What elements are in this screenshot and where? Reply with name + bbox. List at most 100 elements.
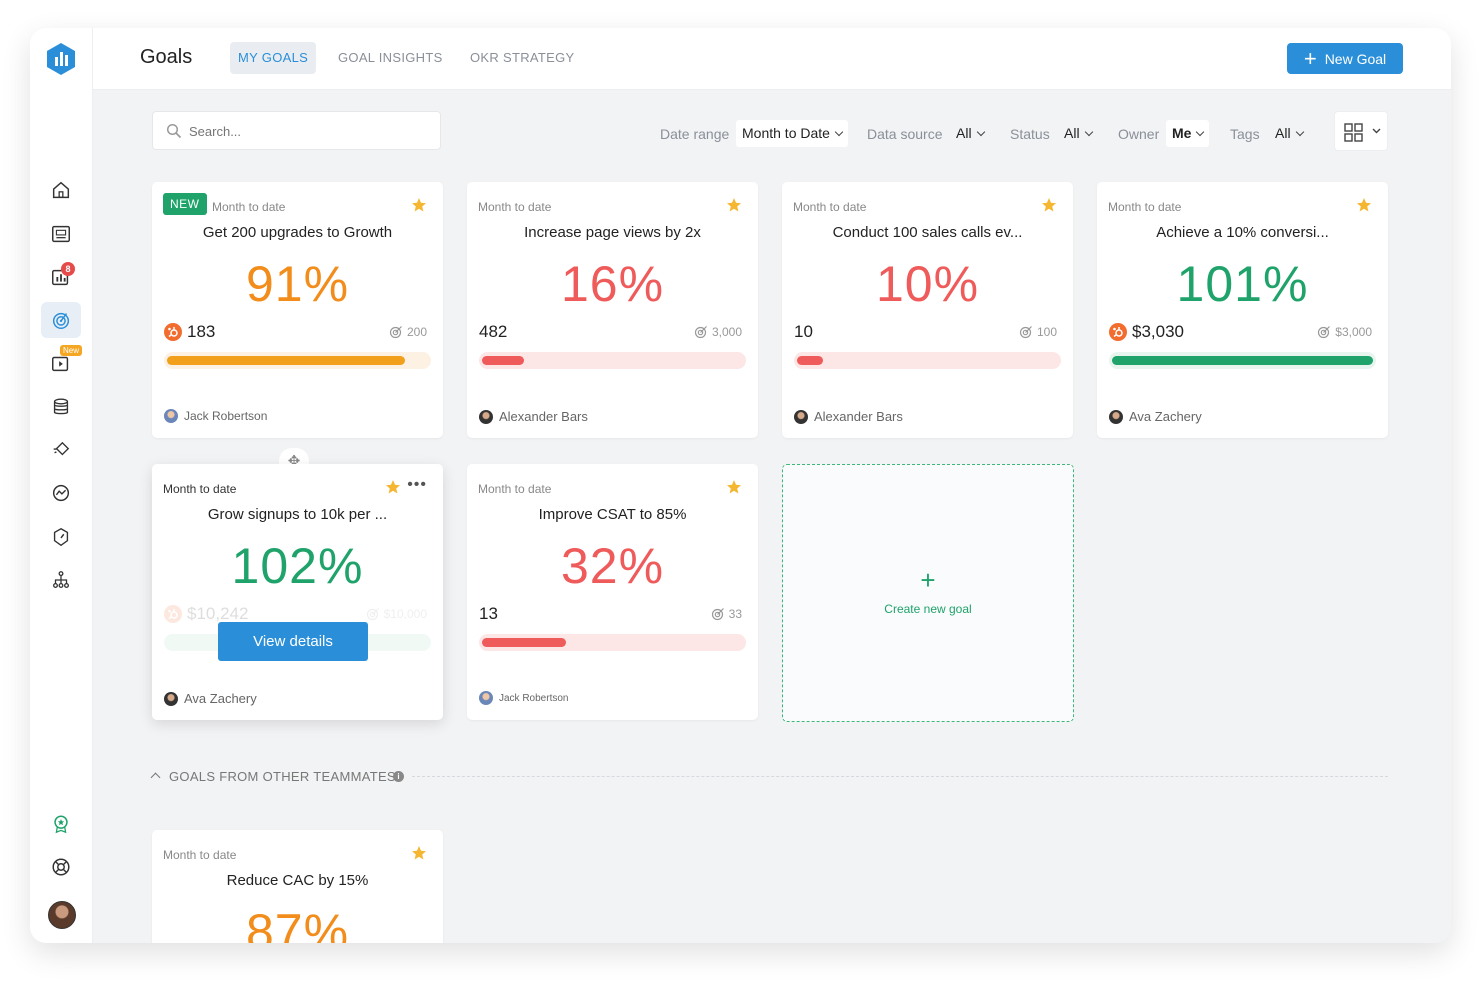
owner-avatar xyxy=(164,409,178,423)
goal-card[interactable]: Month to date Increase page views by 2x … xyxy=(467,182,758,438)
current-value: 482 xyxy=(479,322,508,341)
goal-period: Month to date xyxy=(163,848,237,862)
filter-label-status: Status xyxy=(1010,126,1050,142)
create-new-goal-label: Create new goal xyxy=(884,602,972,616)
current-value: 183 xyxy=(187,322,216,341)
goal-current: 13 xyxy=(479,604,498,624)
goal-percent: 16% xyxy=(560,256,665,312)
progress-fill xyxy=(1112,356,1373,365)
goal-period: Month to date xyxy=(163,482,237,496)
owner-name: Alexander Bars xyxy=(814,409,903,424)
goal-title: Grow signups to 10k per ... xyxy=(207,506,388,523)
dashboards-icon[interactable]: 8 xyxy=(41,259,81,295)
progress-fill xyxy=(482,356,524,365)
goal-card[interactable]: Month to date Achieve a 10% conversi... … xyxy=(1097,182,1388,438)
goal-current: 10 xyxy=(794,322,813,342)
progress-track xyxy=(1109,352,1376,369)
goal-current: 183 xyxy=(164,322,215,342)
app-window: 8 New Goals M xyxy=(30,28,1451,943)
target-icon xyxy=(389,325,403,339)
new-badge: New xyxy=(59,345,82,356)
topbar: Goals MY GOALS GOAL INSIGHTS OKR STRATEG… xyxy=(93,28,1451,90)
view-toggle-button[interactable] xyxy=(1334,111,1388,151)
star-icon[interactable] xyxy=(411,845,427,861)
goal-title: Get 200 upgrades to Growth xyxy=(202,224,393,241)
goal-card[interactable]: Month to date Conduct 100 sales calls ev… xyxy=(782,182,1073,438)
star-icon[interactable] xyxy=(1041,197,1057,213)
date-range-select[interactable]: Month to Date xyxy=(736,120,848,147)
owner-select[interactable]: Me xyxy=(1166,120,1210,147)
owner-name: Ava Zachery xyxy=(184,691,257,706)
tab-my-goals[interactable]: MY GOALS xyxy=(230,42,317,74)
speedometer-icon[interactable] xyxy=(41,519,81,555)
target-value: $3,000 xyxy=(1335,325,1372,339)
current-value: $3,030 xyxy=(1132,322,1184,341)
hierarchy-icon[interactable] xyxy=(41,562,81,598)
data-source-select[interactable]: All xyxy=(950,120,990,147)
goal-title: Achieve a 10% conversi... xyxy=(1156,224,1329,241)
alerts-icon[interactable] xyxy=(41,432,81,468)
status-value: All xyxy=(1064,125,1080,141)
search-input[interactable] xyxy=(189,120,429,142)
goal-percent: 87% xyxy=(245,904,350,943)
home-icon[interactable] xyxy=(41,172,81,208)
goal-card[interactable]: Month to date Improve CSAT to 85% 32% 13… xyxy=(467,464,758,720)
goal-period: Month to date xyxy=(793,200,867,214)
help-icon[interactable] xyxy=(41,849,81,885)
filter-label-owner: Owner xyxy=(1118,126,1160,142)
goal-period: Month to date xyxy=(1108,200,1182,214)
goal-card[interactable]: Month to date ••• Grow signups to 10k pe… xyxy=(152,464,443,720)
sidebar: 8 New xyxy=(30,28,93,943)
new-tag: NEW xyxy=(163,193,207,215)
goal-owner: Alexander Bars xyxy=(479,409,588,424)
video-icon[interactable]: New xyxy=(41,345,82,381)
award-icon[interactable] xyxy=(41,806,81,842)
database-icon[interactable] xyxy=(41,389,81,425)
insights-icon[interactable] xyxy=(41,475,81,511)
section-title: GOALS FROM OTHER TEAMMATES xyxy=(169,769,396,784)
tags-value: All xyxy=(1275,125,1291,141)
goal-card[interactable]: NEW Month to date Get 200 upgrades to Gr… xyxy=(152,182,443,438)
hubspot-icon xyxy=(1109,323,1127,341)
create-new-goal-card[interactable]: + Create new goal xyxy=(782,464,1074,722)
numbers-icon[interactable] xyxy=(41,216,81,252)
goal-period: Month to date xyxy=(478,482,552,496)
owner-avatar xyxy=(794,409,808,424)
chevron-down-icon xyxy=(976,127,985,137)
goal-title: Reduce CAC by 15% xyxy=(226,872,369,889)
view-details-button[interactable]: View details xyxy=(218,622,368,661)
goal-target: 200 xyxy=(389,325,427,339)
status-select[interactable]: All xyxy=(1058,120,1098,147)
star-icon[interactable] xyxy=(385,479,401,495)
progress-track xyxy=(479,352,746,369)
star-icon[interactable] xyxy=(1356,197,1372,213)
page-title: Goals xyxy=(140,46,193,68)
more-options-icon[interactable]: ••• xyxy=(407,476,427,493)
goal-owner: Ava Zachery xyxy=(1109,409,1202,424)
target-value: 100 xyxy=(1036,325,1057,339)
info-icon[interactable]: i xyxy=(393,771,404,782)
owner-avatar xyxy=(1109,409,1123,424)
tab-okr-strategy[interactable]: OKR STRATEGY xyxy=(470,50,575,65)
tab-goal-insights[interactable]: GOAL INSIGHTS xyxy=(338,50,443,65)
owner-value: Me xyxy=(1172,125,1192,141)
current-value: 10 xyxy=(794,322,813,341)
teammate-goal-card[interactable]: Month to date Reduce CAC by 15% 87% xyxy=(152,830,443,943)
goal-current: $10,242 xyxy=(164,604,248,624)
new-goal-button[interactable]: + New Goal xyxy=(1287,43,1403,74)
owner-avatar xyxy=(164,691,178,706)
goals-icon[interactable] xyxy=(41,302,81,338)
tags-select[interactable]: All xyxy=(1269,120,1309,147)
progress-fill xyxy=(797,356,823,365)
teammates-section-header[interactable]: GOALS FROM OTHER TEAMMATES i xyxy=(150,769,1388,785)
goal-current: $3,030 xyxy=(1109,322,1184,342)
goal-percent: 101% xyxy=(1176,256,1309,312)
star-icon[interactable] xyxy=(411,197,427,213)
star-icon[interactable] xyxy=(726,197,742,213)
databox-logo[interactable] xyxy=(45,42,77,76)
goal-title: Conduct 100 sales calls ev... xyxy=(832,224,1023,241)
target-value: $10,000 xyxy=(383,607,427,621)
user-avatar[interactable] xyxy=(48,901,76,929)
star-icon[interactable] xyxy=(726,479,742,495)
progress-fill xyxy=(482,638,566,647)
